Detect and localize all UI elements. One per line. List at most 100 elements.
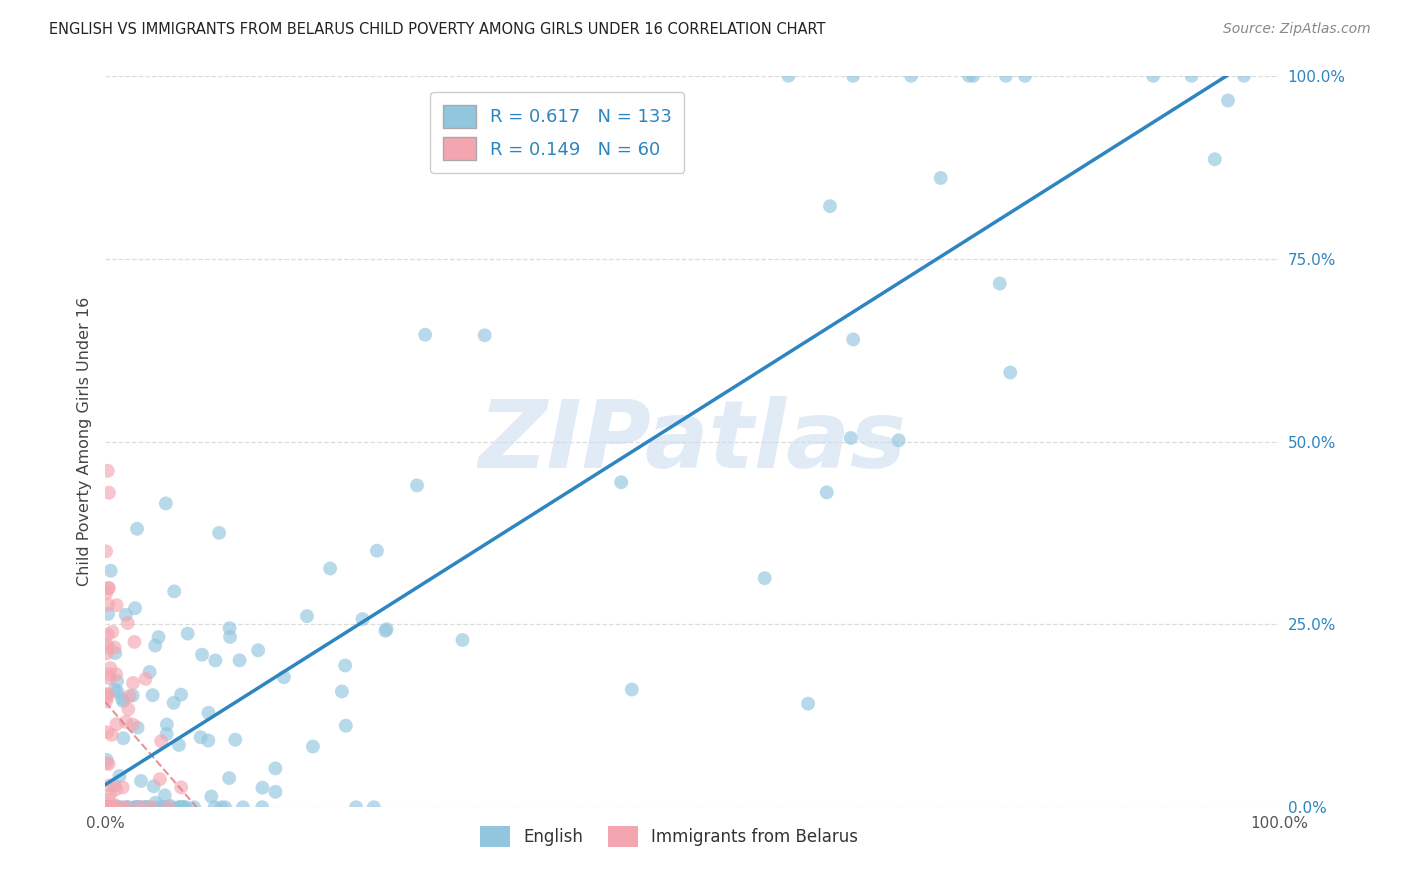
Point [142,779,165,793]
Point [209,800,232,814]
Point [122,676,145,690]
Point [127,800,149,814]
Point [112,694,135,708]
Point [124,635,146,649]
Point [112,800,135,814]
Point [105,667,128,681]
Point [96,800,118,814]
Point [117,800,139,814]
Point [156,717,179,731]
Point [96,725,118,739]
Point [115,714,138,729]
Point [94,688,117,702]
Point [98,671,121,685]
Point [413,327,436,342]
Point [97,690,120,704]
Point [173,800,195,814]
Point [98,800,121,814]
Point [264,785,287,799]
Point [474,328,496,343]
Point [117,702,139,716]
Point [97,792,120,806]
Point [1216,94,1239,108]
Point [104,646,127,660]
Point [149,800,172,814]
Point [252,780,274,795]
Point [988,277,1011,291]
Point [94,637,117,651]
Point [1180,69,1202,83]
Point [169,800,191,814]
Point [103,800,125,814]
Point [124,800,146,814]
Text: Source: ZipAtlas.com: Source: ZipAtlas.com [1223,22,1371,37]
Point [887,434,910,448]
Point [127,721,149,735]
Point [218,621,240,635]
Point [167,800,190,814]
Point [134,800,156,814]
Point [335,719,357,733]
Point [451,632,474,647]
Point [105,798,128,813]
Point [101,800,124,814]
Point [818,199,841,213]
Point [100,800,122,814]
Point [145,796,167,810]
Point [98,779,121,793]
Point [900,69,922,83]
Point [170,800,193,814]
Point [127,800,149,814]
Point [111,780,134,795]
Point [107,800,129,814]
Point [96,586,118,600]
Point [778,69,800,83]
Point [125,522,148,536]
Point [94,800,117,814]
Point [97,640,120,655]
Point [962,69,984,83]
Point [842,333,865,347]
Point [115,800,138,814]
Point [98,788,121,802]
Point [136,800,159,814]
Point [105,674,128,689]
Point [96,800,118,814]
Point [98,800,121,814]
Point [842,69,865,83]
Point [159,799,181,814]
Point [333,658,356,673]
Point [97,581,120,595]
Point [1204,153,1226,167]
Point [149,772,172,786]
Point [1000,366,1022,380]
Point [957,69,980,83]
Point [100,728,122,742]
Point [200,789,222,804]
Point [97,800,120,814]
Point [97,756,120,771]
Point [101,624,124,639]
Point [98,485,121,500]
Point [839,431,862,445]
Point [142,688,165,702]
Point [232,800,254,814]
Point [330,684,353,698]
Point [610,475,633,490]
Point [1142,69,1164,83]
Point [264,761,287,775]
Point [127,800,149,814]
Point [134,800,156,814]
Point [352,612,374,626]
Point [96,687,118,701]
Point [994,69,1017,83]
Point [103,640,125,655]
Point [98,667,121,681]
Point [98,800,121,814]
Point [197,733,219,747]
Point [228,653,250,667]
Point [103,800,125,814]
Point [96,753,118,767]
Point [143,639,166,653]
Y-axis label: Child Poverty Among Girls Under 16: Child Poverty Among Girls Under 16 [76,297,91,586]
